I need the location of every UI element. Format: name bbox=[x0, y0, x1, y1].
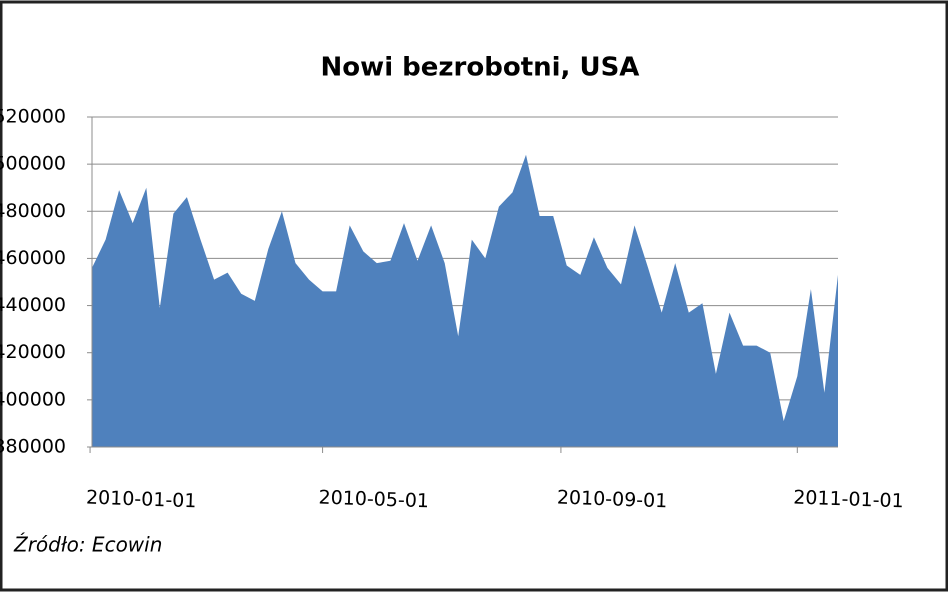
y-tick-label: 520000 bbox=[0, 106, 66, 128]
area bbox=[92, 154, 838, 447]
x-tick-label: 2010-05-01 bbox=[318, 487, 429, 513]
y-tick-label: 400000 bbox=[0, 388, 66, 410]
x-tick-label: 2010-01-01 bbox=[86, 487, 197, 513]
y-tick-label: 460000 bbox=[0, 247, 66, 269]
y-tick-label: 500000 bbox=[0, 153, 66, 175]
source-note: Źródło: Ecowin bbox=[13, 533, 162, 557]
chart-title: Nowi bezrobotni, USA bbox=[321, 53, 640, 83]
x-tick-label: 2010-09-01 bbox=[557, 487, 668, 513]
y-tick-label: 440000 bbox=[0, 294, 66, 316]
y-tick-label: 420000 bbox=[0, 341, 66, 363]
y-tick-label: 480000 bbox=[0, 200, 66, 222]
x-tick-label: 2011-01-01 bbox=[793, 487, 904, 513]
y-tick-label: 380000 bbox=[0, 436, 66, 458]
